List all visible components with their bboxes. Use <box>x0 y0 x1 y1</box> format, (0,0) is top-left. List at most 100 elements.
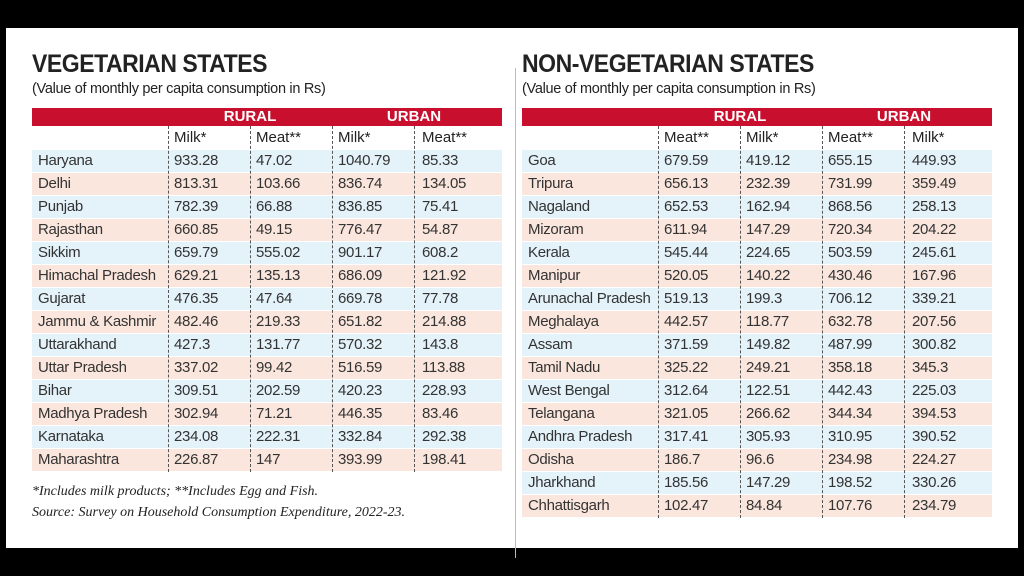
footnote: *Includes milk products; **Includes Egg … <box>32 484 319 499</box>
value-cell: 219.33 <box>256 313 301 330</box>
value-cell: 836.74 <box>338 175 383 192</box>
value-cell: 449.93 <box>912 152 957 169</box>
value-cell: 394.53 <box>912 405 957 422</box>
group-header-urban: URBAN <box>386 108 442 125</box>
value-cell: 140.22 <box>746 267 791 284</box>
state-name: Mizoram <box>528 221 584 238</box>
table-row: Delhi 813.31 103.66 836.74 134.05 <box>32 173 502 195</box>
value-cell: 147.29 <box>746 221 791 238</box>
value-cell: 655.15 <box>828 152 873 169</box>
value-cell: 430.46 <box>828 267 873 284</box>
value-cell: 720.34 <box>828 221 873 238</box>
value-cell: 198.52 <box>828 474 873 491</box>
value-cell: 776.47 <box>338 221 383 238</box>
value-cell: 332.84 <box>338 428 383 445</box>
value-cell: 390.52 <box>912 428 957 445</box>
value-cell: 555.02 <box>256 244 301 261</box>
value-cell: 901.17 <box>338 244 383 261</box>
value-cell: 249.21 <box>746 359 791 376</box>
value-cell: 224.27 <box>912 451 957 468</box>
value-cell: 305.93 <box>746 428 791 445</box>
value-cell: 656.13 <box>664 175 709 192</box>
value-cell: 651.82 <box>338 313 383 330</box>
column-divider <box>250 126 251 472</box>
value-cell: 292.38 <box>422 428 467 445</box>
value-cell: 520.05 <box>664 267 709 284</box>
column-header-row: Meat** Milk* Meat** Milk* <box>522 126 992 150</box>
column-divider <box>658 126 659 518</box>
value-cell: 321.05 <box>664 405 709 422</box>
table-row: Tripura 656.13 232.39 731.99 359.49 <box>522 173 992 195</box>
state-name: Jharkhand <box>528 474 596 491</box>
state-name: Punjab <box>38 198 83 215</box>
table-row: Goa 679.59 419.12 655.15 449.93 <box>522 150 992 172</box>
column-header: Milk* <box>338 129 371 146</box>
value-cell: 868.56 <box>828 198 873 215</box>
value-cell: 121.92 <box>422 267 467 284</box>
table-row: Sikkim 659.79 555.02 901.17 608.2 <box>32 242 502 264</box>
value-cell: 225.03 <box>912 382 957 399</box>
state-name: Arunachal Pradesh <box>528 290 651 307</box>
panel-divider <box>515 68 516 558</box>
value-cell: 234.08 <box>174 428 219 445</box>
value-cell: 312.64 <box>664 382 709 399</box>
value-cell: 519.13 <box>664 290 709 307</box>
table-row: Punjab 782.39 66.88 836.85 75.41 <box>32 196 502 218</box>
column-header: Meat** <box>664 129 710 146</box>
value-cell: 503.59 <box>828 244 873 261</box>
column-divider <box>332 126 333 472</box>
state-name: West Bengal <box>528 382 610 399</box>
value-cell: 162.94 <box>746 198 791 215</box>
value-cell: 234.79 <box>912 497 957 514</box>
value-cell: 686.09 <box>338 267 383 284</box>
value-cell: 224.65 <box>746 244 791 261</box>
value-cell: 420.23 <box>338 382 383 399</box>
state-name: Rajasthan <box>38 221 103 238</box>
value-cell: 516.59 <box>338 359 383 376</box>
table-row: Kerala 545.44 224.65 503.59 245.61 <box>522 242 992 264</box>
value-cell: 202.59 <box>256 382 301 399</box>
value-cell: 49.15 <box>256 221 293 238</box>
value-cell: 185.56 <box>664 474 709 491</box>
value-cell: 706.12 <box>828 290 873 307</box>
value-cell: 393.99 <box>338 451 383 468</box>
value-cell: 167.96 <box>912 267 957 284</box>
value-cell: 608.2 <box>422 244 459 261</box>
value-cell: 359.49 <box>912 175 957 192</box>
value-cell: 317.41 <box>664 428 709 445</box>
value-cell: 103.66 <box>256 175 301 192</box>
value-cell: 199.3 <box>746 290 783 307</box>
value-cell: 198.41 <box>422 451 467 468</box>
value-cell: 309.51 <box>174 382 219 399</box>
value-cell: 632.78 <box>828 313 873 330</box>
value-cell: 143.8 <box>422 336 459 353</box>
group-header-row: RURAL URBAN <box>32 108 502 126</box>
value-cell: 54.87 <box>422 221 459 238</box>
state-name: Delhi <box>38 175 71 192</box>
table-row: Himachal Pradesh 629.21 135.13 686.09 121.92 <box>32 265 502 287</box>
panel-subtitle: (Value of monthly per capita consumption… <box>32 81 326 97</box>
infographic-card: VEGETARIAN STATES (Value of monthly per … <box>6 28 1018 558</box>
value-cell: 107.76 <box>828 497 873 514</box>
column-header: Milk* <box>746 129 779 146</box>
state-name: Manipur <box>528 267 581 284</box>
value-cell: 245.61 <box>912 244 957 261</box>
state-name: Tamil Nadu <box>528 359 601 376</box>
value-cell: 325.22 <box>664 359 709 376</box>
source-note: Source: Survey on Household Consumption … <box>32 505 406 520</box>
state-name: Bihar <box>38 382 72 399</box>
value-cell: 47.02 <box>256 152 293 169</box>
column-divider <box>822 126 823 518</box>
table-row: Rajasthan 660.85 49.15 776.47 54.87 <box>32 219 502 241</box>
table-row: Mizoram 611.94 147.29 720.34 204.22 <box>522 219 992 241</box>
value-cell: 83.46 <box>422 405 459 422</box>
state-name: Tripura <box>528 175 573 192</box>
table-row: Karnataka 234.08 222.31 332.84 292.38 <box>32 426 502 448</box>
value-cell: 344.34 <box>828 405 873 422</box>
table-row: Chhattisgarh 102.47 84.84 107.76 234.79 <box>522 495 992 517</box>
value-cell: 782.39 <box>174 198 219 215</box>
table-row: Meghalaya 442.57 118.77 632.78 207.56 <box>522 311 992 333</box>
value-cell: 487.99 <box>828 336 873 353</box>
value-cell: 482.46 <box>174 313 219 330</box>
table-row: Tamil Nadu 325.22 249.21 358.18 345.3 <box>522 357 992 379</box>
